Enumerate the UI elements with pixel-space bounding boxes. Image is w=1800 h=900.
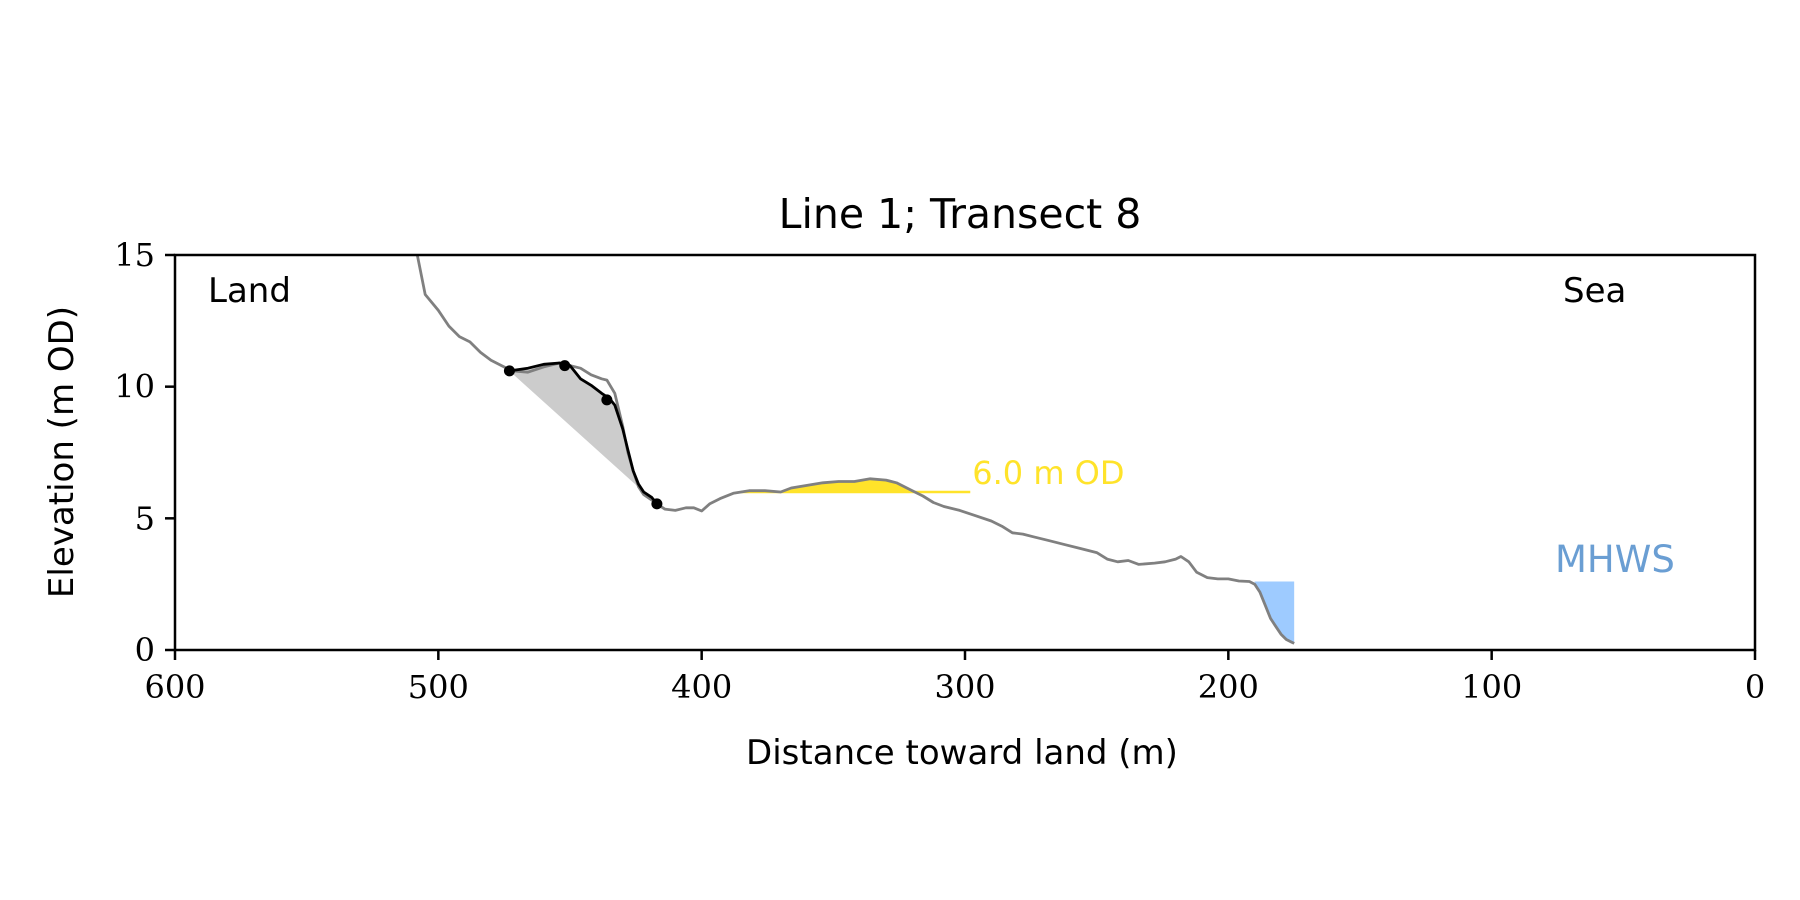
x-tick-label: 100 <box>1461 668 1522 706</box>
y-tick-label: 0 <box>135 631 155 669</box>
x-axis-ticks: 600 500 400 300 200 100 0 <box>144 650 1765 706</box>
feature-marker <box>559 360 571 372</box>
x-tick-label: 200 <box>1198 668 1259 706</box>
mhws-fill <box>1254 581 1295 644</box>
y-axis-label: Elevation (m OD) <box>42 306 82 598</box>
level-label: 6.0 m OD <box>972 454 1124 492</box>
x-tick-label: 0 <box>1745 668 1765 706</box>
land-label: Land <box>208 271 291 311</box>
feature-marker <box>601 394 613 406</box>
mhws-label: MHWS <box>1555 538 1675 581</box>
y-tick-label: 10 <box>114 368 155 406</box>
eroded-area <box>509 363 657 504</box>
x-tick-label: 500 <box>408 668 469 706</box>
feature-marker <box>651 498 663 510</box>
sea-label: Sea <box>1563 271 1626 311</box>
chart-title: Line 1; Transect 8 <box>779 190 1142 238</box>
x-tick-label: 300 <box>934 668 995 706</box>
feature-marker <box>503 365 515 377</box>
x-tick-label: 400 <box>671 668 732 706</box>
y-tick-label: 15 <box>114 236 155 274</box>
x-tick-label: 600 <box>144 668 205 706</box>
x-axis-label: Distance toward land (m) <box>746 733 1178 773</box>
y-axis-ticks: 0 5 10 15 <box>114 236 175 669</box>
plot-area <box>415 254 1295 645</box>
profile-line <box>415 254 1295 645</box>
y-tick-label: 5 <box>135 499 155 537</box>
above-level-area <box>741 478 971 492</box>
